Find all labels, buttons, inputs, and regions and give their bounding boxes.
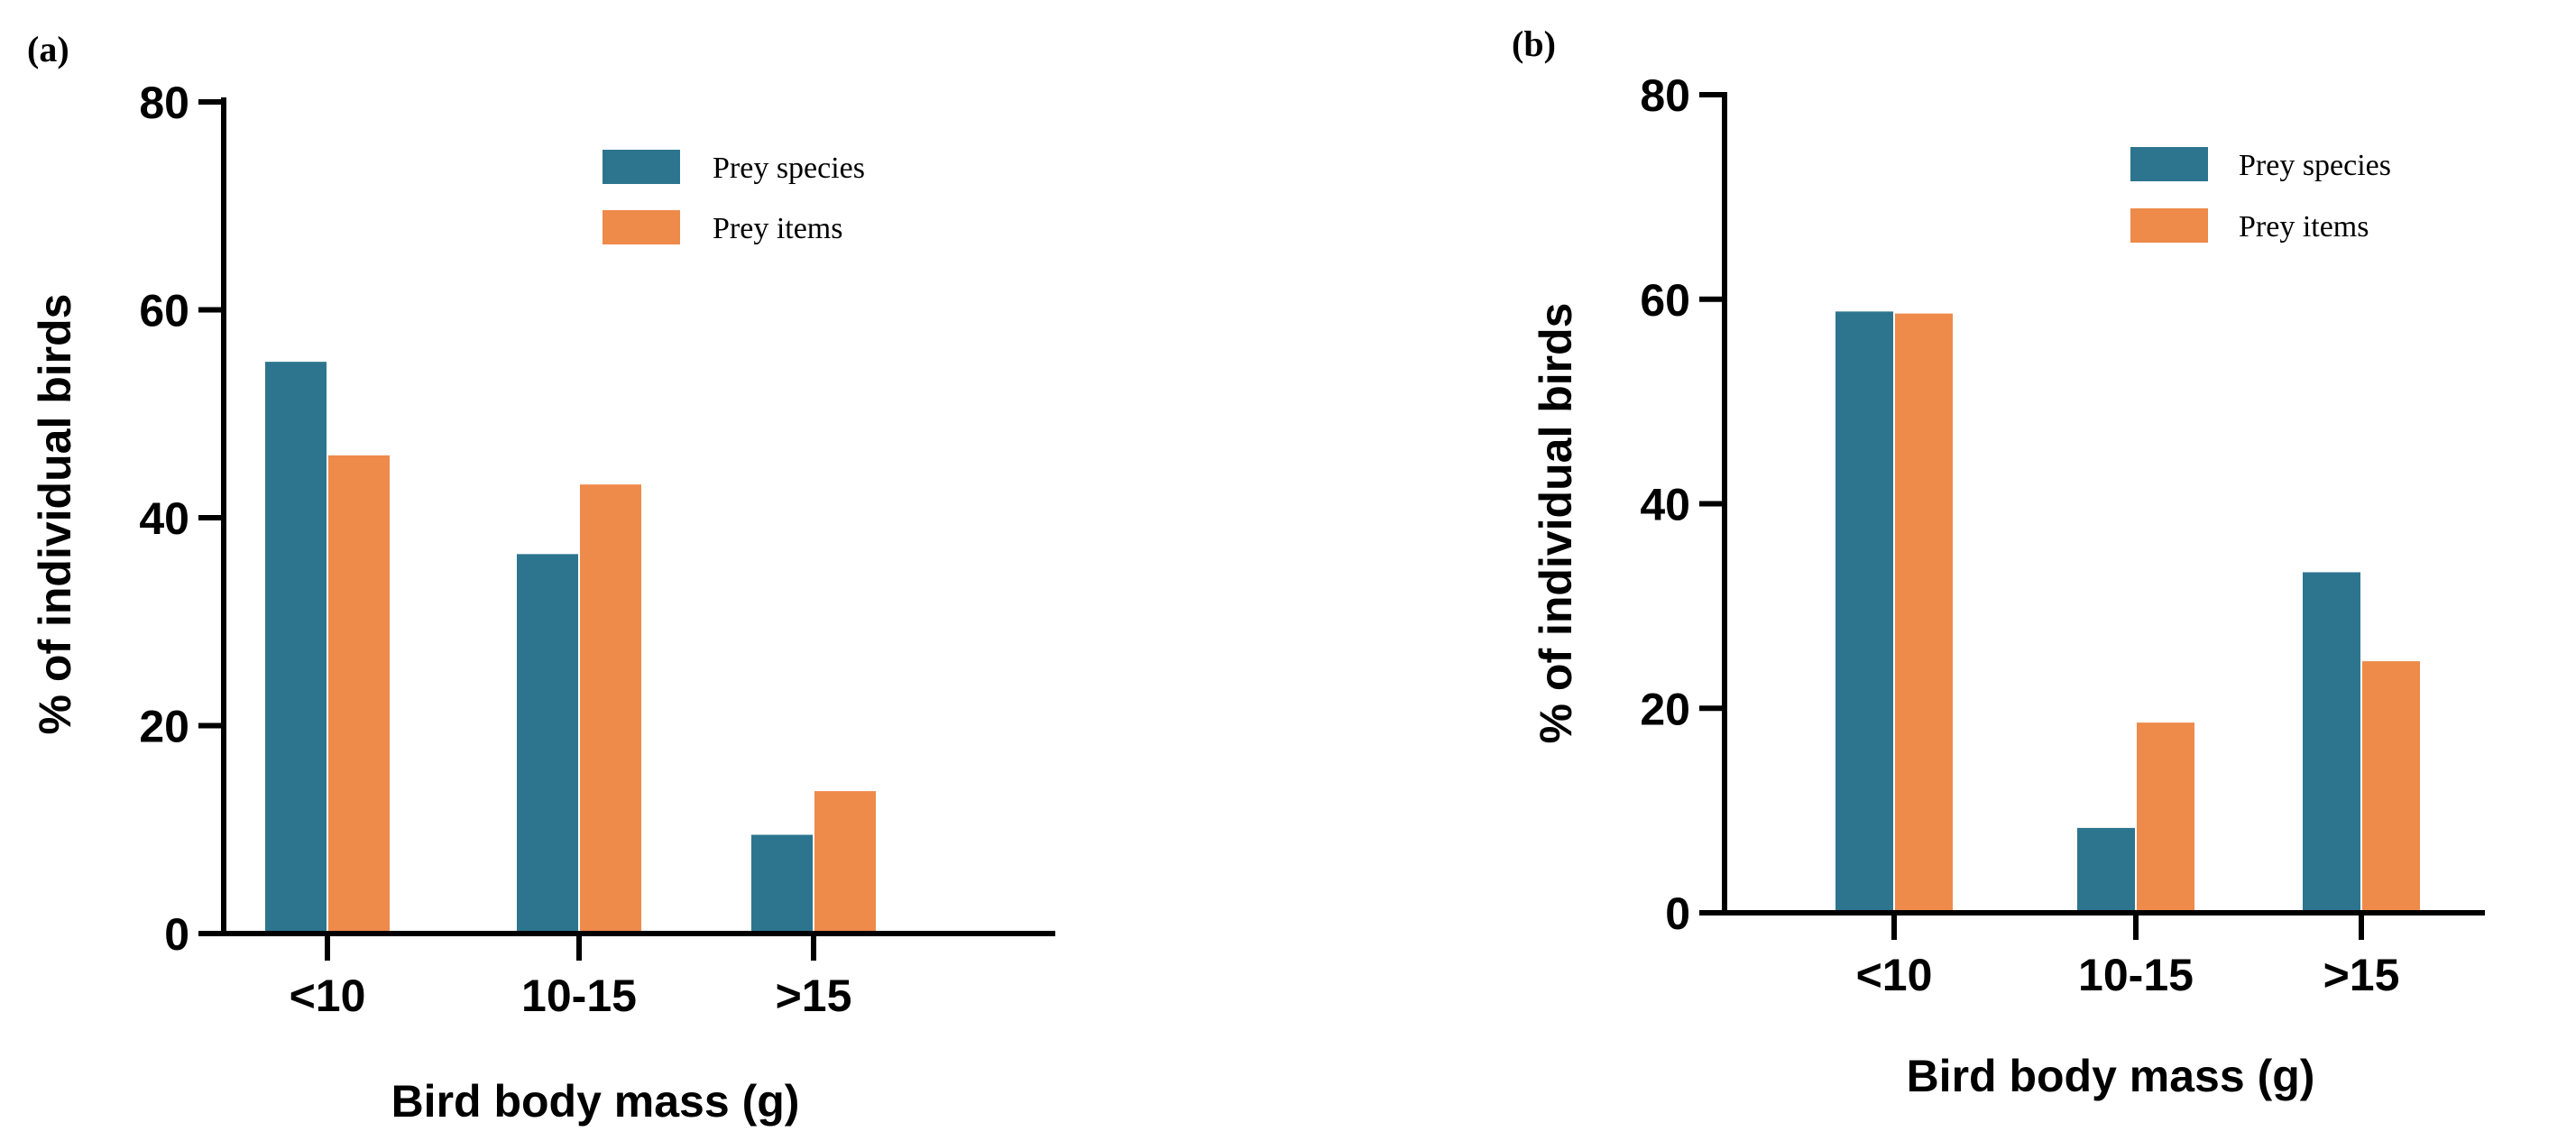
panel-a-legend: Prey species Prey items [603, 150, 865, 245]
panel-b-label: (b) [1512, 23, 1556, 64]
bar-prey-items-0 [1895, 313, 1953, 913]
panel-a-y-axis-title: % of individual birds [30, 294, 80, 735]
y-tick-label: 60 [139, 286, 189, 336]
legend-swatch-prey-species [603, 150, 680, 184]
y-tick-label: 60 [1640, 275, 1690, 326]
x-tick-label: <10 [290, 971, 366, 1021]
panel-b: (b) 0 20 40 60 80 <10 10-15 >15 Bird bod… [1512, 23, 2485, 1101]
panel-b-x-tick-labels: <10 10-15 >15 [1856, 950, 2400, 1000]
panel-a-x-tick-labels: <10 10-15 >15 [290, 971, 852, 1021]
panel-a-label: (a) [27, 29, 69, 69]
panel-b-x-axis-title: Bird body mass (g) [1907, 1051, 2315, 1101]
bar-prey-species-1 [2077, 827, 2135, 913]
panel-a-x-ticks [325, 934, 816, 961]
bar-prey-items-2 [2362, 661, 2420, 913]
legend-label-prey-species: Prey species [2239, 149, 2391, 182]
legend-swatch-prey-species [2130, 147, 2208, 181]
bar-prey-items-1 [580, 484, 641, 934]
legend-label-prey-species: Prey species [713, 152, 865, 185]
x-tick-label: >15 [776, 971, 852, 1021]
panel-a-x-axis-title: Bird body mass (g) [391, 1076, 800, 1127]
x-tick-label: 10-15 [2078, 950, 2194, 1000]
y-tick-label: 0 [1665, 888, 1690, 939]
bar-prey-species-0 [1835, 311, 1893, 914]
y-tick-label: 40 [139, 493, 189, 544]
x-tick-label: 10-15 [521, 971, 637, 1021]
legend-label-prey-items: Prey items [713, 212, 842, 245]
panel-a-y-tick-labels: 0 20 40 60 80 [139, 78, 189, 960]
panel-a-y-ticks [198, 99, 224, 936]
x-tick-label: >15 [2323, 950, 2400, 1000]
panel-b-legend: Prey species Prey items [2130, 147, 2391, 244]
y-tick-label: 20 [1640, 684, 1690, 734]
panel-b-bars [1835, 311, 2420, 914]
legend-swatch-prey-items [2130, 208, 2208, 243]
panel-b-y-tick-labels: 0 20 40 60 80 [1640, 70, 1690, 939]
legend-swatch-prey-items [603, 210, 680, 244]
panel-a-bars [265, 362, 876, 934]
panel-a: (a) 0 20 40 60 80 <10 10-15 >15 Bird bod… [27, 29, 1055, 1127]
y-tick-label: 0 [164, 909, 189, 960]
x-tick-label: <10 [1856, 950, 1933, 1000]
bar-prey-species-1 [517, 554, 578, 934]
y-tick-label: 80 [1640, 70, 1690, 121]
bar-prey-items-1 [2137, 722, 2194, 913]
bar-prey-species-2 [2303, 572, 2360, 913]
panel-b-y-axis-title: % of individual birds [1531, 303, 1581, 744]
y-tick-label: 80 [139, 78, 189, 128]
y-tick-label: 40 [1640, 480, 1690, 530]
legend-label-prey-items: Prey items [2239, 210, 2369, 244]
bar-prey-items-0 [328, 455, 390, 934]
bar-prey-species-0 [265, 362, 327, 934]
panel-b-y-ticks [1699, 92, 1725, 916]
panel-b-x-ticks [1891, 913, 2364, 940]
bar-prey-items-2 [814, 791, 876, 934]
y-tick-label: 20 [139, 702, 189, 752]
bar-prey-species-2 [751, 834, 813, 934]
